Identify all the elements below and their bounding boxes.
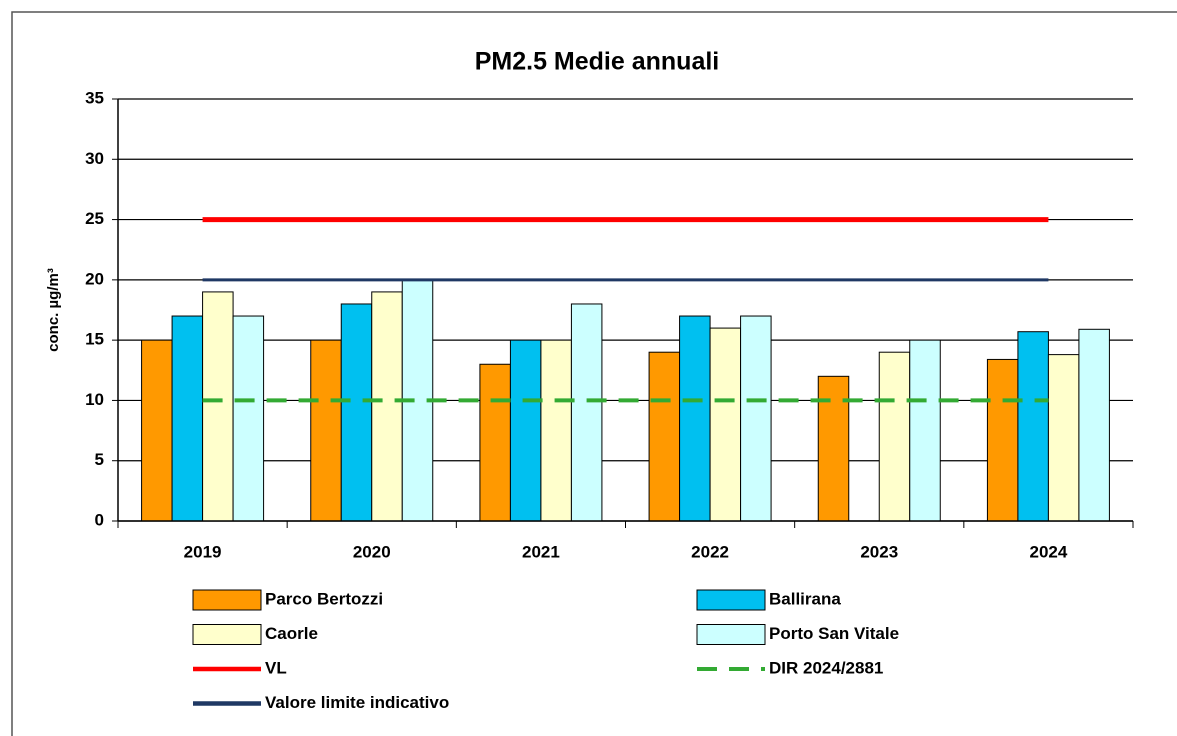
bar — [740, 315, 772, 522]
y-tick-label: 10 — [85, 390, 104, 409]
bar — [570, 303, 603, 522]
bar — [1047, 354, 1080, 522]
bar — [141, 339, 173, 522]
bar — [817, 375, 850, 522]
bar — [202, 291, 234, 522]
bar — [679, 315, 711, 522]
legend-swatch — [696, 624, 766, 645]
legend-label: Valore limite indicativo — [265, 693, 449, 712]
y-tick-label: 20 — [85, 269, 104, 288]
y-tick-label: 5 — [95, 450, 104, 469]
x-tick-label: 2020 — [353, 542, 391, 561]
x-tick-label: 2024 — [1030, 542, 1068, 561]
legend-label: DIR 2024/2881 — [769, 658, 883, 677]
bar — [371, 291, 403, 522]
legend-label: Ballirana — [769, 589, 841, 608]
bar — [340, 303, 373, 522]
legend-label: Caorle — [265, 624, 318, 643]
legend-swatch — [192, 589, 262, 611]
bar — [648, 351, 681, 522]
bar — [1078, 328, 1110, 522]
legend-swatch — [696, 589, 766, 611]
y-tick-label: 0 — [95, 510, 104, 529]
bar — [540, 339, 572, 522]
y-tick-label: 35 — [85, 88, 104, 107]
y-tick-label: 30 — [85, 149, 104, 168]
legend-label: Porto San Vitale — [769, 624, 899, 643]
y-axis-label: conc. µg/m³ — [45, 268, 62, 352]
x-tick-label: 2022 — [691, 542, 729, 561]
legend-swatch — [192, 624, 262, 645]
y-tick-label: 15 — [85, 330, 104, 349]
bar — [1017, 331, 1049, 522]
bar — [509, 339, 542, 522]
bar — [232, 315, 265, 522]
legend-label: VL — [265, 658, 287, 677]
x-tick-label: 2019 — [184, 542, 222, 561]
bar — [171, 315, 204, 522]
bar — [878, 351, 911, 522]
y-tick-label: 25 — [85, 209, 104, 228]
bar — [986, 358, 1019, 522]
bar — [479, 363, 511, 522]
x-tick-label: 2023 — [860, 542, 898, 561]
bar — [909, 339, 941, 522]
chart-title: PM2.5 Medie annuali — [475, 48, 720, 76]
bar — [709, 327, 742, 522]
x-tick-label: 2021 — [522, 542, 560, 561]
bar — [310, 339, 342, 522]
legend-label: Parco Bertozzi — [265, 589, 383, 608]
